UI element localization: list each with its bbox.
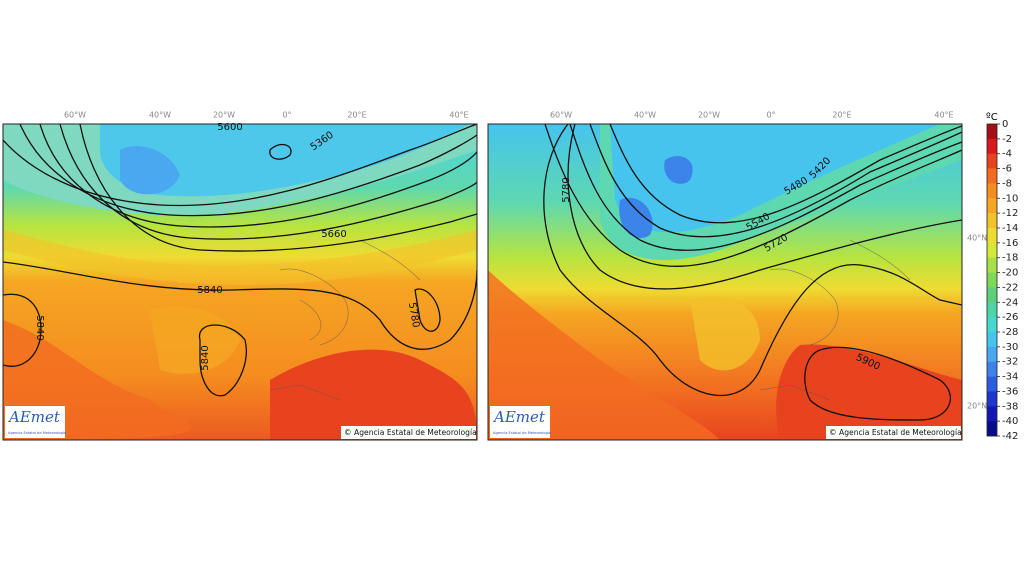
colorbar-tick-label: -36 — [1002, 386, 1018, 397]
colorbar-tick-label: -14 — [1002, 223, 1018, 234]
map-frame — [487, 123, 963, 441]
lon-label: 20°E — [347, 111, 366, 120]
colorbar-band — [987, 302, 997, 318]
map-left — [3, 124, 477, 440]
lat-label: 40°N — [967, 234, 987, 243]
colorbar-band — [987, 376, 997, 392]
colorbar-band — [987, 406, 997, 422]
lon-label: 0° — [766, 111, 775, 120]
contour-label: 5840 — [197, 285, 222, 296]
colorbar-unit: ºC — [986, 112, 998, 123]
lon-label: 20°W — [213, 111, 235, 120]
colorbar-band — [987, 213, 997, 229]
colorbar-tick-label: -28 — [1002, 327, 1018, 338]
colorbar-tick-label: -10 — [1002, 193, 1018, 204]
credit: © Agencia Estatal de Meteorología — [829, 428, 962, 437]
colorbar-band — [987, 168, 997, 184]
contour-label: 5840 — [200, 345, 211, 370]
map-frame — [2, 123, 478, 441]
colorbar-tick-label: -30 — [1002, 342, 1018, 353]
credit-box — [341, 426, 476, 439]
colorbar-band — [987, 242, 997, 259]
colorbar-tick-label: -42 — [1002, 431, 1018, 442]
credit: © Agencia Estatal de Meteorología — [344, 428, 477, 437]
colorbar-tick-label: -38 — [1002, 401, 1018, 412]
colorbar-band — [987, 183, 997, 199]
lon-label: 40°E — [934, 111, 953, 120]
colorbar-tick-label: -20 — [1002, 268, 1018, 279]
colorbar-band — [987, 332, 997, 348]
colorbar-tick-label: -24 — [1002, 297, 1018, 308]
logo-subtitle: Agencia Estatal de Meteorología — [493, 431, 551, 435]
colorbar-tick-label: -8 — [1002, 178, 1012, 189]
colorbar-band — [987, 198, 997, 214]
colorbar-band — [987, 138, 997, 155]
lon-label: 20°E — [832, 111, 851, 120]
colorbar-tick-label: -6 — [1002, 164, 1012, 175]
logo-box — [5, 406, 65, 438]
lon-label: 0° — [282, 111, 291, 120]
contour-label: 5660 — [321, 229, 346, 240]
colorbar-band — [987, 346, 997, 363]
lon-label: 60°W — [64, 111, 86, 120]
contour-label: 5600 — [217, 122, 242, 133]
contour-label: 5840 — [34, 315, 45, 340]
colorbar-tick-label: -40 — [1002, 416, 1018, 427]
colorbar-tick-label: -18 — [1002, 253, 1018, 264]
colorbar-band — [987, 287, 997, 303]
colorbar-tick-label: -26 — [1002, 312, 1018, 323]
colorbar-tick-label: -32 — [1002, 357, 1018, 368]
lon-label: 20°W — [698, 111, 720, 120]
colorbar-tick-label: 0 — [1002, 119, 1008, 130]
lat-label: 20°N — [967, 402, 987, 411]
logo: AEmet — [492, 408, 546, 426]
lon-label: 40°W — [634, 111, 656, 120]
contour-label: 5780 — [561, 177, 572, 202]
colorbar-tick-label: -22 — [1002, 282, 1018, 293]
colorbar-tick-label: -2 — [1002, 134, 1012, 145]
contour-label: 5780 — [406, 302, 421, 329]
credit-box — [826, 426, 961, 439]
colorbar-band — [987, 124, 997, 140]
logo-box — [490, 406, 550, 438]
lon-label: 40°W — [149, 111, 171, 120]
logo-subtitle: Agencia Estatal de Meteorología — [8, 431, 66, 435]
lon-label: 60°W — [550, 111, 572, 120]
colorbar-band — [987, 361, 997, 377]
colorbar-band — [987, 228, 997, 244]
colorbar-frame — [986, 123, 998, 437]
colorbar-tick-label: -34 — [1002, 372, 1018, 383]
colorbar-tick-label: -12 — [1002, 208, 1018, 219]
colorbar-band — [987, 391, 997, 407]
colorbar-band — [987, 257, 997, 273]
colorbar-tick-label: -16 — [1002, 238, 1018, 249]
colorbar-band — [987, 421, 997, 437]
colorbar-tick-label: -4 — [1002, 149, 1012, 160]
colorbar-band — [987, 272, 997, 288]
map-right — [488, 124, 962, 440]
colorbar-band — [987, 153, 997, 169]
logo: AEmet — [7, 408, 61, 426]
colorbar-band — [987, 317, 997, 333]
lon-label: 40°E — [449, 111, 468, 120]
